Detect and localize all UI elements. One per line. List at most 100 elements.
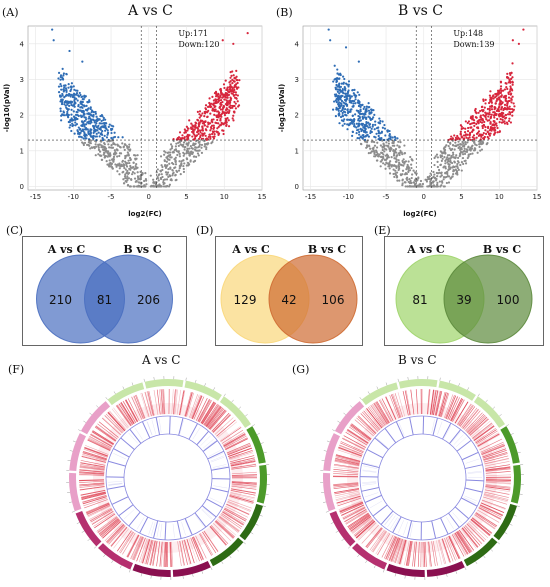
volcano-point — [118, 173, 121, 176]
heatmap-line — [209, 525, 227, 546]
heatmap-line — [472, 422, 493, 439]
heatmap-line — [345, 432, 368, 446]
volcano-point — [436, 175, 439, 178]
volcano-point — [456, 162, 459, 166]
volcano-point — [233, 100, 236, 104]
heatmap-line — [485, 474, 511, 477]
volcano-point — [498, 121, 501, 124]
volcano-point — [159, 169, 162, 172]
volcano-point — [216, 127, 219, 130]
heatmap-line — [81, 492, 106, 499]
volcano-point — [435, 171, 438, 175]
link-faint — [463, 498, 476, 505]
volcano-point — [501, 101, 504, 104]
heatmap-line — [371, 404, 387, 426]
heatmap-line — [475, 512, 498, 527]
link-bar — [128, 511, 141, 527]
volcano-point — [231, 81, 234, 85]
volcano-point — [497, 96, 500, 99]
volcano-point — [346, 123, 349, 126]
volcano-point — [365, 144, 369, 147]
volcano-point — [473, 124, 476, 127]
link-bar — [141, 421, 151, 439]
volcano-point — [67, 100, 70, 103]
heatmap-line — [436, 540, 443, 565]
tick-mark — [94, 546, 97, 549]
chromosome-segment — [98, 543, 133, 570]
heatmap-line — [79, 482, 105, 486]
heatmap-line — [335, 458, 360, 465]
heatmap-line — [445, 395, 455, 419]
volcano-point — [500, 108, 503, 111]
volcano-point — [118, 162, 121, 165]
volcano-point — [380, 130, 384, 133]
volcano-point — [379, 144, 382, 147]
volcano-point — [164, 171, 168, 174]
heatmap-line — [177, 541, 182, 567]
heatmap-line — [207, 407, 224, 428]
volcano-point — [386, 154, 390, 157]
tick-mark — [260, 442, 264, 444]
volcano-point — [419, 183, 422, 186]
volcano-point — [497, 106, 501, 109]
heatmap-line — [484, 489, 510, 495]
heatmap-line — [231, 481, 257, 484]
volcano-point — [77, 95, 81, 98]
heatmap-line — [90, 433, 113, 447]
link-bar — [194, 512, 207, 528]
chromosome-segment — [75, 510, 102, 547]
volcano-point — [117, 144, 120, 147]
heatmap-line — [171, 389, 174, 415]
volcano-point — [80, 129, 83, 133]
y-tick-label: 1 — [20, 147, 24, 155]
volcano-point — [511, 81, 514, 84]
volcano-point — [496, 126, 499, 130]
volcano-point — [212, 99, 215, 102]
volcano-point — [448, 147, 451, 150]
heatmap-line — [464, 525, 482, 545]
heatmap-line — [195, 535, 207, 559]
tick-mark — [72, 440, 76, 443]
volcano-point — [454, 141, 457, 144]
x-axis-label: log2(FC) — [128, 210, 161, 218]
heatmap-line — [79, 483, 105, 487]
volcano-point — [468, 133, 472, 136]
volcano-point — [221, 96, 224, 99]
heatmap-line — [90, 509, 113, 523]
y-tick-label: 4 — [295, 40, 300, 48]
volcano-point — [347, 89, 350, 92]
heatmap-line — [81, 493, 106, 500]
heatmap-line — [474, 514, 495, 530]
heatmap-line — [216, 518, 237, 536]
volcano-point — [198, 110, 202, 113]
volcano-point — [382, 162, 385, 165]
volcano-point — [386, 138, 389, 141]
volcano-point — [327, 28, 330, 31]
heatmap-line — [231, 464, 257, 469]
link-faint — [146, 421, 153, 436]
heatmap-line — [352, 517, 373, 534]
volcano-point — [398, 145, 401, 148]
volcano-point — [373, 144, 377, 147]
volcano-point — [449, 157, 452, 160]
volcano-point — [426, 176, 429, 179]
volcano-point — [63, 103, 66, 106]
volcano-point — [223, 114, 227, 117]
volcano-point — [489, 105, 492, 108]
volcano-point — [372, 109, 375, 112]
heatmap-line — [485, 481, 511, 484]
volcano-point — [387, 163, 390, 166]
volcano-point — [385, 161, 388, 164]
heatmap-line — [485, 466, 511, 471]
chromosome-segment — [438, 380, 476, 401]
volcano-point — [508, 90, 512, 93]
volcano-point — [225, 111, 228, 115]
heatmap-line — [406, 541, 412, 566]
volcano-point — [217, 95, 220, 98]
volcano-point — [372, 149, 376, 153]
volcano-point — [82, 137, 85, 140]
link-bar — [196, 430, 210, 446]
volcano-point — [347, 83, 350, 86]
volcano-point — [403, 144, 406, 147]
panel-label-b: (B) — [276, 6, 293, 19]
